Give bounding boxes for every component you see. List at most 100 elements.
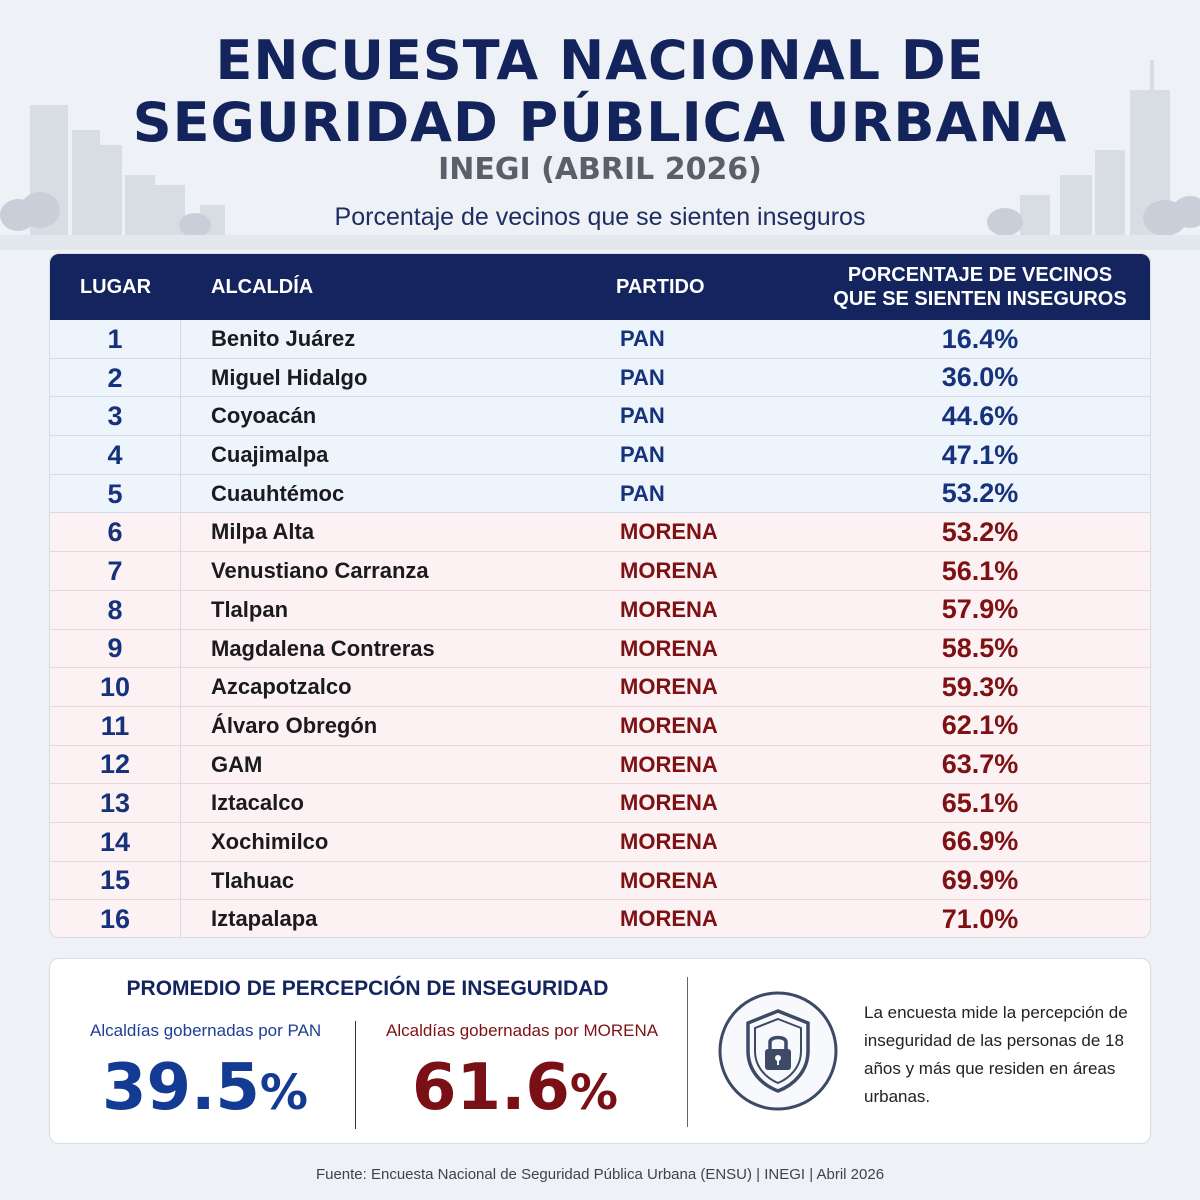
ranking-table: LUGAR ALCALDÍA PARTIDO PORCENTAJE DE VEC…	[49, 253, 1151, 938]
header: ENCUESTA NACIONAL DE SEGURIDAD PÚBLICA U…	[0, 0, 1200, 250]
survey-note: La encuesta mide la percepción de insegu…	[864, 1003, 1128, 1106]
rank-cell: 7	[50, 552, 181, 591]
alcaldia-cell: Milpa Alta	[211, 519, 315, 545]
party-cell: MORENA	[620, 558, 718, 584]
party-cell: PAN	[620, 480, 665, 506]
percentage-cell: 16.4%	[941, 323, 1019, 354]
party-cell: MORENA	[620, 828, 718, 854]
percentage-cell: 66.9%	[941, 826, 1019, 857]
rank-cell: 10	[50, 668, 181, 707]
table-row: 3 Coyoacán PAN 44.6%	[50, 397, 1150, 437]
rank-cell: 1	[50, 320, 181, 359]
alcaldia-cell: Coyoacán	[211, 403, 317, 429]
party-cell: PAN	[620, 364, 665, 390]
page-subtitle: INEGI (ABRIL 2026)	[438, 152, 762, 187]
rank-cell: 3	[50, 397, 181, 437]
table-body: 1 Benito Juárez PAN 16.4% 2 Miguel Hidalgo PAN…	[50, 320, 1150, 937]
percentage-cell: 47.1%	[941, 439, 1019, 470]
party-cell: PAN	[620, 403, 665, 429]
header-rank: LUGAR	[79, 275, 152, 298]
party-cell: MORENA	[620, 790, 718, 816]
alcaldia-cell: Cuajimalpa	[211, 442, 329, 468]
table-row: 8 Tlalpan MORENA 57.9%	[50, 590, 1150, 630]
rank-cell: 14	[50, 822, 181, 862]
summary-card: PROMEDIO DE PERCEPCIÓN DE INSEGURIDAD Al…	[49, 958, 1151, 1144]
rank-cell: 13	[50, 784, 181, 823]
table-row: 16 Iztapalapa MORENA 71.0%	[50, 900, 1150, 937]
morena-average-value: 61.6%	[412, 1051, 618, 1125]
alcaldia-cell: Benito Juárez	[211, 326, 356, 351]
alcaldia-cell: Tlalpan	[211, 596, 289, 622]
table-row: 9 Magdalena Contreras MORENA 58.5%	[50, 629, 1150, 669]
table-row: 1 Benito Juárez PAN 16.4%	[50, 320, 1150, 359]
header-porcentaje: PORCENTAJE DE VECINOS QUE SE SIENTEN INS…	[833, 264, 1127, 310]
alcaldia-cell: Cuauhtémoc	[211, 480, 345, 506]
header-partido: PARTIDO	[616, 275, 705, 298]
table-row: 7 Venustiano Carranza MORENA 56.1%	[50, 552, 1150, 591]
alcaldia-cell: Magdalena Contreras	[211, 635, 435, 661]
party-cell: MORENA	[620, 596, 718, 622]
header-alcaldia: ALCALDÍA	[211, 275, 314, 298]
percentage-cell: 65.1%	[941, 787, 1019, 818]
percentage-cell: 62.1%	[941, 710, 1019, 741]
percentage-cell: 53.2%	[941, 478, 1019, 509]
pan-percent-sign: %	[259, 1065, 308, 1121]
page-title-line2: SEGURIDAD PÚBLICA URBANA	[132, 91, 1068, 154]
alcaldia-cell: Iztacalco	[211, 790, 304, 816]
party-cell: MORENA	[620, 712, 718, 738]
party-cell: MORENA	[620, 674, 718, 700]
table-row: 12 GAM MORENA 63.7%	[50, 745, 1150, 785]
summary-divider-right	[687, 977, 688, 1127]
page-caption: Porcentaje de vecinos que se sienten ins…	[334, 203, 866, 231]
morena-average-label: Alcaldías gobernadas por MORENA	[386, 1021, 659, 1040]
table-row: 5 Cuauhtémoc PAN 53.2%	[50, 474, 1150, 514]
alcaldia-cell: Miguel Hidalgo	[211, 364, 368, 390]
alcaldia-cell: Xochimilco	[211, 828, 329, 854]
morena-percent-sign: %	[569, 1065, 618, 1121]
rank-cell: 5	[50, 474, 181, 514]
alcaldia-cell: Álvaro Obregón	[211, 712, 378, 738]
alcaldia-cell: Azcapotzalco	[211, 674, 352, 700]
percentage-cell: 56.1%	[941, 555, 1019, 586]
table-row: 4 Cuajimalpa PAN 47.1%	[50, 436, 1150, 475]
rank-cell: 16	[50, 900, 181, 937]
table-row: 11 Álvaro Obregón MORENA 62.1%	[50, 706, 1150, 746]
rank-cell: 4	[50, 436, 181, 475]
party-cell: MORENA	[620, 867, 718, 893]
percentage-cell: 69.9%	[941, 865, 1019, 896]
percentage-cell: 59.3%	[941, 671, 1019, 702]
table-row: 13 Iztacalco MORENA 65.1%	[50, 784, 1150, 823]
party-cell: MORENA	[620, 751, 718, 777]
rank-cell: 9	[50, 629, 181, 669]
rank-cell: 2	[50, 358, 181, 398]
page-title-line1: ENCUESTA NACIONAL DE	[215, 29, 985, 92]
summary-title: PROMEDIO DE PERCEPCIÓN DE INSEGURIDAD	[126, 977, 609, 1000]
percentage-cell: 57.9%	[941, 594, 1019, 625]
percentage-cell: 53.2%	[941, 516, 1019, 547]
rank-cell: 11	[50, 706, 181, 746]
percentage-cell: 36.0%	[941, 362, 1019, 393]
alcaldia-cell: Tlahuac	[211, 867, 295, 893]
party-cell: PAN	[620, 442, 665, 468]
rank-cell: 8	[50, 590, 181, 630]
pan-average-label: Alcaldías gobernadas por PAN	[90, 1021, 322, 1040]
percentage-cell: 44.6%	[941, 400, 1019, 431]
alcaldia-cell: Iztapalapa	[211, 906, 318, 932]
summary-divider	[355, 1021, 356, 1129]
table-row: 15 Tlahuac MORENA 69.9%	[50, 861, 1150, 901]
source-footer: Fuente: Encuesta Nacional de Seguridad P…	[315, 1166, 885, 1183]
alcaldia-cell: GAM	[211, 751, 263, 777]
table-row: 10 Azcapotzalco MORENA 59.3%	[50, 668, 1150, 707]
percentage-cell: 63.7%	[941, 749, 1019, 780]
party-cell: PAN	[620, 326, 665, 351]
table-row: 2 Miguel Hidalgo PAN 36.0%	[50, 358, 1150, 398]
morena-average-number: 61.6	[412, 1051, 570, 1125]
party-cell: MORENA	[620, 635, 718, 661]
alcaldia-cell: Venustiano Carranza	[211, 558, 429, 584]
table-header: LUGAR ALCALDÍA PARTIDO PORCENTAJE DE VEC…	[50, 254, 1150, 320]
rank-cell: 12	[50, 745, 181, 785]
percentage-cell: 71.0%	[941, 903, 1019, 934]
table-row: 14 Xochimilco MORENA 66.9%	[50, 822, 1150, 862]
shield-lock-icon	[718, 991, 838, 1111]
pan-average-value: 39.5%	[102, 1051, 308, 1125]
